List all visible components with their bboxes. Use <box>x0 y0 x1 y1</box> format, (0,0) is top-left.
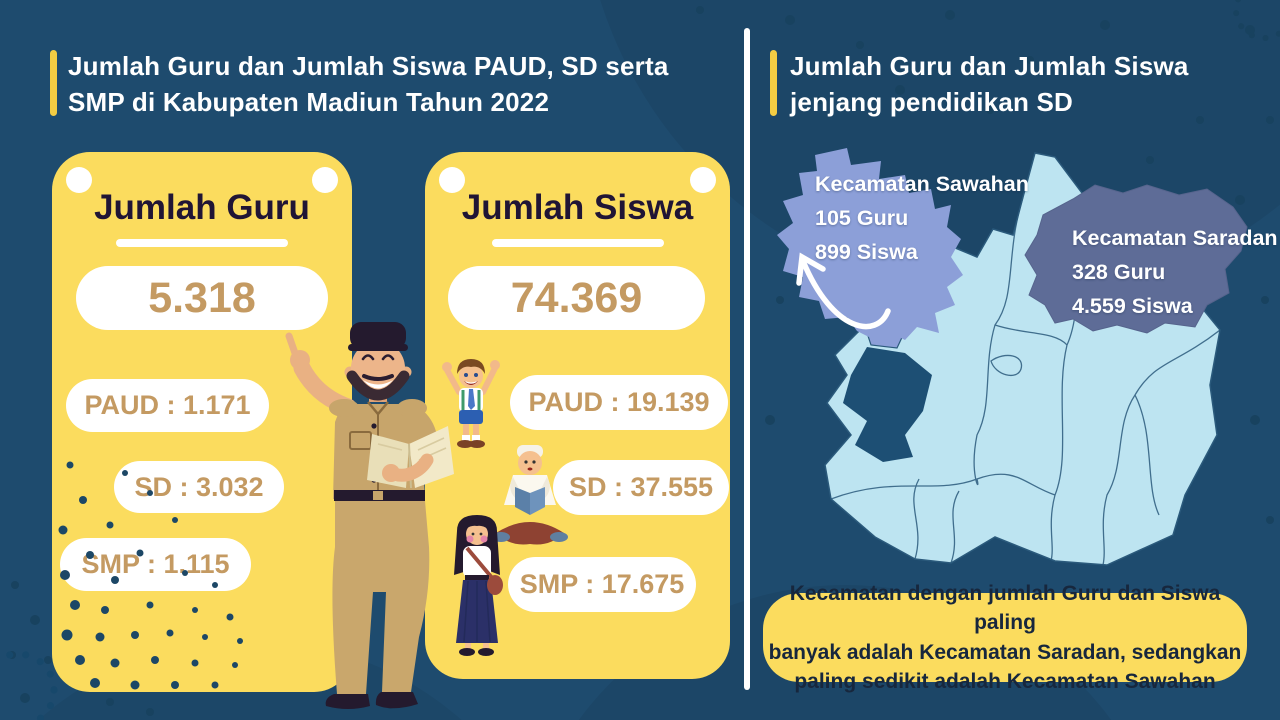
card-corner-dot <box>690 167 716 193</box>
reading-boy-illustration <box>492 445 568 545</box>
saradan-name: Kecamatan Saradan <box>1072 226 1278 250</box>
schoolgirl-illustration <box>454 515 503 656</box>
left-title-line1: Jumlah Guru dan Jumlah Siswa PAUD, SD se… <box>68 51 669 81</box>
panel-divider <box>744 28 750 690</box>
siswa-total-value: 74.369 <box>510 273 643 322</box>
sawahan-guru: 105 Guru <box>815 206 909 230</box>
siswa-card-title: Jumlah Siswa <box>461 188 694 227</box>
guru-total-pill: 5.318 <box>76 266 328 330</box>
right-title-accent-bar <box>770 50 777 116</box>
saradan-siswa: 4.559 Siswa <box>1072 294 1193 318</box>
conclusion-callout: Kecamatan dengan jumlah Guru dan Siswa p… <box>763 582 1247 693</box>
guru-sd-value: SD : 3.032 <box>134 471 264 502</box>
guru-smp-pill: SMP : 1.115 <box>60 538 251 591</box>
cheering-boy-illustration <box>442 359 500 448</box>
guru-paud-value: PAUD : 1.171 <box>84 390 251 420</box>
guru-total-value: 5.318 <box>148 273 256 322</box>
callout-line3: paling sedikit adalah Kecamatan Sawahan <box>794 670 1216 693</box>
card-corner-dot <box>439 167 465 193</box>
madiun-map <box>777 148 1248 566</box>
left-title-line2: SMP di Kabupaten Madiun Tahun 2022 <box>68 87 550 117</box>
siswa-smp-pill: SMP : 17.675 <box>508 557 696 612</box>
curved-arrow-icon <box>796 252 891 330</box>
guru-sd-pill: SD : 3.032 <box>114 461 284 513</box>
guru-card: Jumlah Guru 5.318 PAUD : 1.171 SD : 3.03… <box>52 152 352 692</box>
callout-line2: banyak adalah Kecamatan Saradan, sedangk… <box>768 640 1242 664</box>
right-title-line2: jenjang pendidikan SD <box>790 87 1074 117</box>
left-panel-title: Jumlah Guru dan Jumlah Siswa PAUD, SD se… <box>68 48 669 120</box>
sawahan-label: Kecamatan Sawahan 105 Guru 899 Siswa <box>815 167 1029 269</box>
siswa-paud-value: PAUD : 19.139 <box>528 387 710 417</box>
guru-card-title: Jumlah Guru <box>94 188 310 227</box>
right-panel-title: Jumlah Guru dan Jumlah Siswa jenjang pen… <box>790 48 1189 120</box>
dots-pattern <box>58 461 243 690</box>
saradan-guru: 328 Guru <box>1072 260 1166 284</box>
saradan-region-shape <box>1024 184 1248 334</box>
guru-smp-value: SMP : 1.115 <box>81 549 230 579</box>
title-underline <box>116 239 288 247</box>
siswa-sd-pill: SD : 37.555 <box>553 460 729 515</box>
map-excluded-region <box>843 347 932 462</box>
callout-line1: Kecamatan dengan jumlah Guru dan Siswa p… <box>789 581 1221 635</box>
teacher-illustration <box>285 322 454 709</box>
sawahan-region-shape <box>777 148 963 340</box>
saradan-label: Kecamatan Saradan 328 Guru 4.559 Siswa <box>1072 221 1278 323</box>
card-corner-dot <box>66 167 92 193</box>
card-corner-dot <box>312 167 338 193</box>
sawahan-name: Kecamatan Sawahan <box>815 172 1029 196</box>
siswa-sd-value: SD : 37.555 <box>568 472 714 502</box>
left-title-accent-bar <box>50 50 57 116</box>
siswa-total-pill: 74.369 <box>448 266 705 330</box>
right-title-line1: Jumlah Guru dan Jumlah Siswa <box>790 51 1189 81</box>
siswa-smp-value: SMP : 17.675 <box>519 569 685 599</box>
guru-paud-pill: PAUD : 1.171 <box>66 379 269 432</box>
title-underline <box>491 239 664 247</box>
map-internal-borders <box>830 196 1220 565</box>
sawahan-siswa: 899 Siswa <box>815 240 918 264</box>
siswa-paud-pill: PAUD : 19.139 <box>510 375 728 430</box>
